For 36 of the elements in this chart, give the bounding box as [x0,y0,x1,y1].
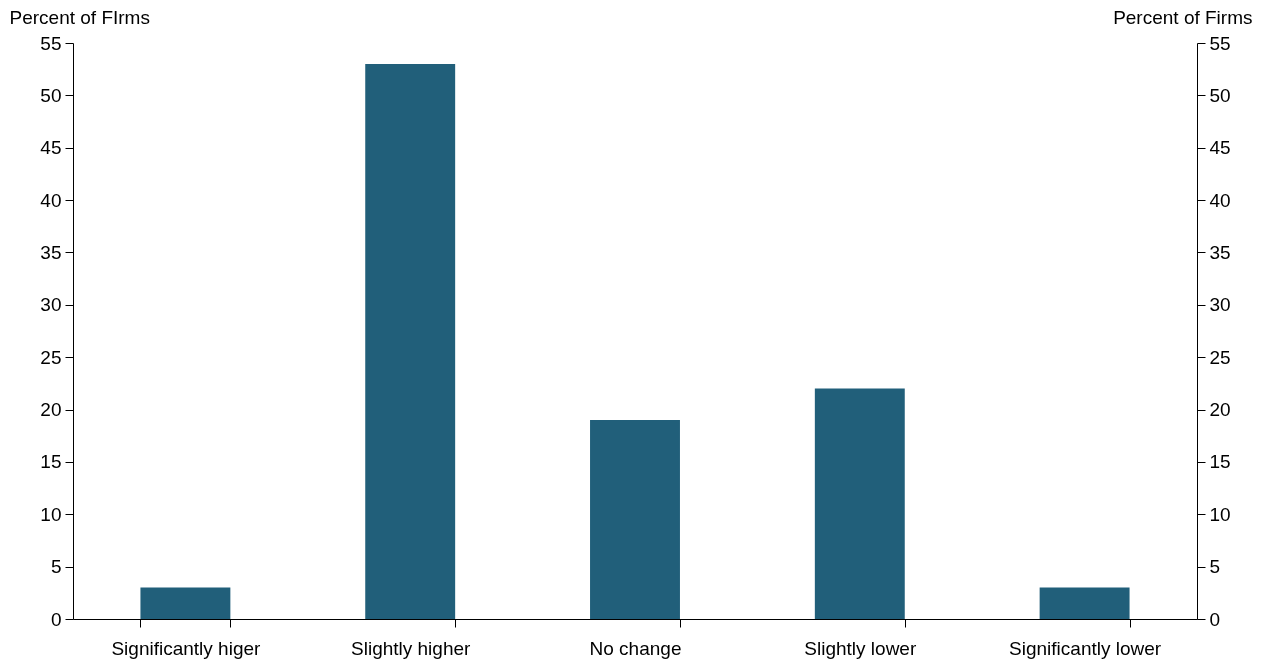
x-tick-label: Slightly lower [804,637,917,659]
bar [140,587,231,619]
y-tick-label: 15 [40,451,62,473]
y2-tick-label: 55 [1209,32,1231,54]
y2-axis-title: Percent of Firms [1113,6,1253,28]
y-tick-label: 40 [40,189,62,211]
y-tick-label: 50 [40,84,62,106]
bar [814,388,905,619]
y-axis-title: Percent of FIrms [9,6,150,28]
y2-tick-label: 25 [1209,346,1231,368]
y-tick-label: 30 [40,294,62,316]
bar [1039,587,1130,619]
x-tick-label: No change [589,637,682,659]
y2-tick-label: 5 [1209,556,1221,578]
y-tick-label: 35 [40,241,62,263]
y2-tick-label: 0 [1209,608,1221,630]
y2-tick-label: 30 [1209,294,1231,316]
y2-tick-label: 20 [1209,399,1231,421]
y-tick-label: 5 [50,556,62,578]
y2-tick-label: 10 [1209,503,1231,525]
y-tick-label: 20 [40,399,62,421]
y2-tick-label: 50 [1209,84,1231,106]
y2-tick-label: 40 [1209,189,1231,211]
bar [365,63,456,619]
x-tick-label: Significantly lower [1009,637,1162,659]
x-tick-label: Significantly higer [111,637,262,659]
bar [590,420,680,619]
x-tick-label: Slightly higher [351,637,472,659]
y2-tick-label: 15 [1209,451,1231,473]
y-tick-label: 55 [40,32,62,54]
y2-tick-label: 35 [1209,241,1231,263]
y-tick-label: 0 [50,608,62,630]
y-tick-label: 25 [40,346,62,368]
y-tick-label: 45 [40,137,62,159]
y-tick-label: 10 [40,503,62,525]
y2-tick-label: 45 [1209,137,1231,159]
